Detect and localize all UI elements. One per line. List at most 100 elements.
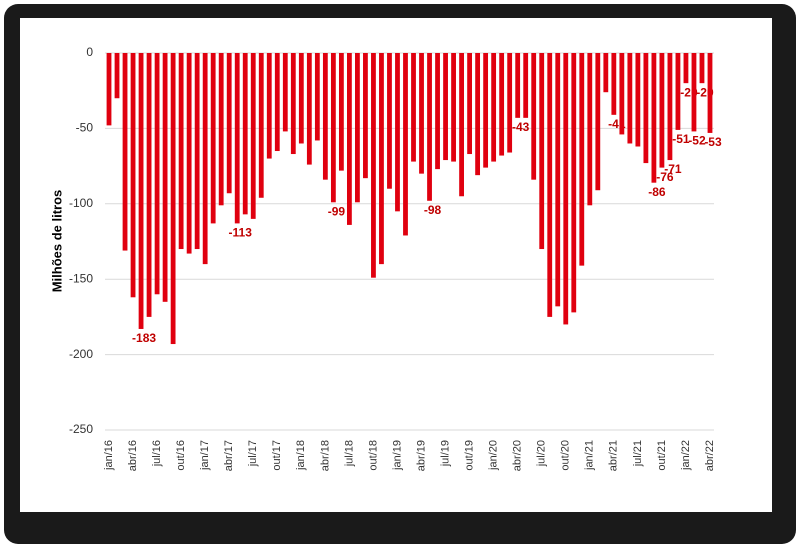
- bar: [395, 53, 400, 212]
- data-label: -98: [424, 203, 442, 217]
- data-label: -53: [704, 135, 722, 149]
- x-tick-label: out/17: [271, 440, 283, 471]
- x-tick-label: jan/21: [584, 440, 596, 471]
- x-tick-label: out/16: [175, 440, 187, 471]
- bar: [306, 53, 312, 165]
- bar: [186, 53, 192, 254]
- x-tick-label: jan/18: [295, 440, 307, 471]
- bar: [346, 53, 352, 225]
- bar: [314, 53, 320, 141]
- x-tick-label: jul/18: [343, 440, 355, 467]
- bar: [515, 53, 521, 118]
- x-tick-label: out/20: [560, 440, 572, 471]
- bar: [250, 53, 256, 219]
- data-label: -76: [656, 170, 674, 184]
- bar: [282, 53, 288, 132]
- y-tick-label: -100: [69, 196, 93, 210]
- bar: [539, 53, 545, 250]
- bar: [467, 53, 473, 155]
- x-tick-label: abr/19: [415, 440, 427, 471]
- bar: [531, 53, 537, 180]
- bar: [523, 53, 529, 118]
- bar: [162, 53, 168, 302]
- bar: [459, 53, 464, 197]
- x-tick-label: out/19: [464, 440, 476, 471]
- x-tick-label: jul/20: [536, 440, 548, 467]
- x-tick-label: jan/16: [103, 440, 115, 471]
- bar: [491, 53, 497, 162]
- bar: [322, 53, 328, 180]
- y-tick-label: -200: [69, 347, 93, 361]
- bar: [419, 53, 424, 174]
- x-tick-label: out/18: [367, 440, 379, 471]
- x-tick-label: abr/18: [319, 440, 331, 471]
- bar: [627, 53, 633, 144]
- bar: [435, 53, 440, 170]
- y-tick-label: 0: [86, 45, 93, 59]
- data-label: -71: [664, 162, 682, 176]
- x-tick-label: abr/22: [704, 440, 716, 471]
- x-tick-label: out/21: [656, 440, 668, 471]
- bar: [226, 53, 232, 194]
- bar: [683, 53, 689, 84]
- bar: [651, 53, 657, 183]
- bar: [242, 53, 248, 215]
- bar: [258, 53, 264, 198]
- x-tick-label: abr/16: [127, 440, 139, 471]
- x-tick-label: jan/22: [680, 440, 692, 471]
- bar: [699, 53, 705, 84]
- x-tick-label: jul/16: [151, 440, 163, 467]
- bar: [338, 53, 344, 171]
- data-label: -43: [512, 120, 530, 134]
- bar: [451, 53, 456, 162]
- bar: [298, 53, 304, 144]
- bar: [595, 53, 601, 191]
- data-label: -183: [132, 331, 156, 345]
- bar: [499, 53, 505, 156]
- bar: [707, 53, 713, 133]
- bar: [563, 53, 569, 325]
- x-tick-label: jul/21: [632, 440, 644, 467]
- y-axis-label: Milhões de litros: [49, 190, 64, 293]
- bar: [138, 53, 144, 329]
- bar: [675, 53, 681, 130]
- bar: [122, 53, 128, 251]
- bar: [218, 53, 224, 206]
- bar: [274, 53, 280, 152]
- bar: [106, 53, 112, 126]
- bar: [130, 53, 136, 298]
- bar: [194, 53, 200, 250]
- bar: [555, 53, 561, 307]
- bar: [507, 53, 513, 153]
- bar: [635, 53, 641, 147]
- bar: [146, 53, 152, 317]
- x-tick-label: abr/20: [512, 440, 524, 471]
- bar: [475, 53, 481, 176]
- bar: [170, 53, 176, 345]
- bar: [387, 53, 392, 189]
- y-tick-label: -50: [76, 121, 94, 135]
- bar: [643, 53, 649, 164]
- bar: [427, 53, 432, 201]
- bar: [547, 53, 553, 317]
- bar: [443, 53, 448, 161]
- bar: [691, 53, 697, 132]
- bar: [611, 53, 617, 115]
- bar: [379, 53, 384, 265]
- bar: [178, 53, 184, 250]
- data-label: -113: [229, 226, 253, 240]
- x-tick-label: abr/21: [608, 440, 620, 471]
- x-tick-label: jan/19: [391, 440, 403, 471]
- bar: [587, 53, 593, 206]
- bar: [667, 53, 673, 161]
- x-tick-label: jul/19: [439, 440, 451, 467]
- bar: [403, 53, 408, 236]
- y-tick-label: -250: [69, 422, 93, 436]
- y-tick-label: -150: [69, 271, 93, 285]
- data-label: -99: [328, 204, 346, 218]
- bar: [355, 53, 360, 203]
- x-tick-label: jul/17: [247, 440, 259, 467]
- bar: [659, 53, 665, 168]
